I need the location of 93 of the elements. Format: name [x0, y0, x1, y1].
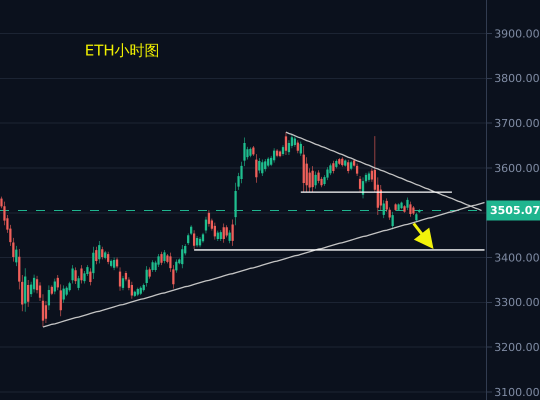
candlestick	[89, 268, 92, 286]
candlestick	[222, 223, 225, 244]
candlestick	[130, 281, 133, 300]
candlestick	[190, 225, 192, 236]
candlestick	[228, 230, 231, 244]
candlestick	[112, 257, 116, 270]
candlestick	[350, 160, 352, 171]
candlestick	[48, 285, 50, 310]
candlestick	[118, 267, 122, 292]
candlestick	[160, 251, 163, 266]
y-tick-label: 3100.00	[494, 386, 540, 399]
candlestick	[267, 156, 270, 168]
candlestick	[32, 274, 36, 293]
candlestick	[344, 159, 346, 167]
candlestick	[302, 146, 305, 192]
candlestick	[392, 212, 394, 230]
candlestick	[243, 137, 246, 166]
candlestick	[282, 144, 284, 156]
candlestick	[403, 204, 406, 214]
candlestick	[104, 250, 106, 260]
candlestick	[151, 260, 154, 272]
candlestick	[314, 171, 317, 189]
candlestick	[110, 259, 112, 268]
candlestick	[77, 276, 80, 291]
candlestick	[347, 160, 350, 174]
candlestick	[296, 140, 299, 154]
candlestick	[300, 141, 302, 156]
candlestick	[80, 264, 83, 284]
candlestick	[232, 219, 234, 246]
candlestick	[220, 230, 222, 242]
candlestick	[15, 246, 18, 266]
y-tick-label: 3700.00	[494, 117, 540, 130]
candlestick	[358, 176, 362, 192]
candlestick	[62, 285, 65, 304]
candlestick	[272, 148, 276, 163]
candlestick	[196, 236, 198, 248]
candlestick	[278, 150, 282, 158]
candlestick	[116, 257, 118, 269]
candlestick	[95, 246, 98, 265]
candlestick	[208, 210, 210, 227]
candlestick	[258, 158, 260, 174]
candlestick	[341, 156, 344, 167]
candlestick	[214, 222, 216, 240]
candlestick	[92, 246, 94, 280]
candlestick	[216, 230, 219, 242]
y-tick-label: 3300.00	[494, 296, 540, 310]
candlestick	[261, 159, 264, 176]
candlestick	[412, 206, 415, 216]
candlestick	[163, 250, 166, 264]
candlestick	[107, 251, 110, 265]
ref-line-label: 3505.07	[490, 204, 540, 217]
candlestick	[134, 290, 136, 298]
candlestick	[415, 212, 418, 222]
candlestick	[264, 158, 266, 172]
y-tick-label: 3900.00	[494, 27, 540, 40]
candlestick	[74, 267, 77, 284]
candlestick	[294, 136, 296, 148]
candlestick	[276, 148, 278, 158]
candlestick	[356, 163, 358, 176]
candlestick	[368, 171, 370, 182]
candlestick	[198, 236, 202, 248]
candlestick	[24, 268, 26, 312]
candlestick	[148, 267, 151, 279]
candlestick	[122, 276, 124, 291]
candlestick	[192, 230, 196, 250]
candlestick	[187, 233, 190, 246]
candlestick	[362, 177, 364, 199]
candlestick	[54, 278, 56, 295]
text: ETH小时图	[84, 42, 160, 60]
candlestick	[335, 159, 338, 169]
candlestick	[394, 203, 397, 212]
y-tick-label: 3400.00	[494, 251, 540, 264]
candlestick	[204, 216, 208, 234]
candlestick	[284, 132, 288, 156]
candlestick	[27, 280, 30, 308]
candlestick	[338, 158, 340, 166]
candlestick	[332, 160, 335, 174]
candlestick	[312, 166, 314, 192]
candlestick	[98, 240, 100, 264]
candlestick	[249, 147, 252, 158]
candlestick	[140, 286, 142, 296]
y-tick-label: 3600.00	[494, 162, 540, 175]
candlestick	[175, 259, 178, 274]
candlestick	[136, 287, 139, 296]
candlestick	[406, 197, 409, 210]
y-tick-label: 3800.00	[494, 72, 540, 86]
candlestick	[50, 285, 53, 296]
y-tick-label: 3200.00	[494, 340, 540, 354]
candlestick	[202, 232, 204, 244]
candlestick	[409, 201, 412, 218]
candlestick	[317, 170, 320, 184]
candlestick	[101, 246, 104, 260]
candlestick	[181, 244, 184, 269]
